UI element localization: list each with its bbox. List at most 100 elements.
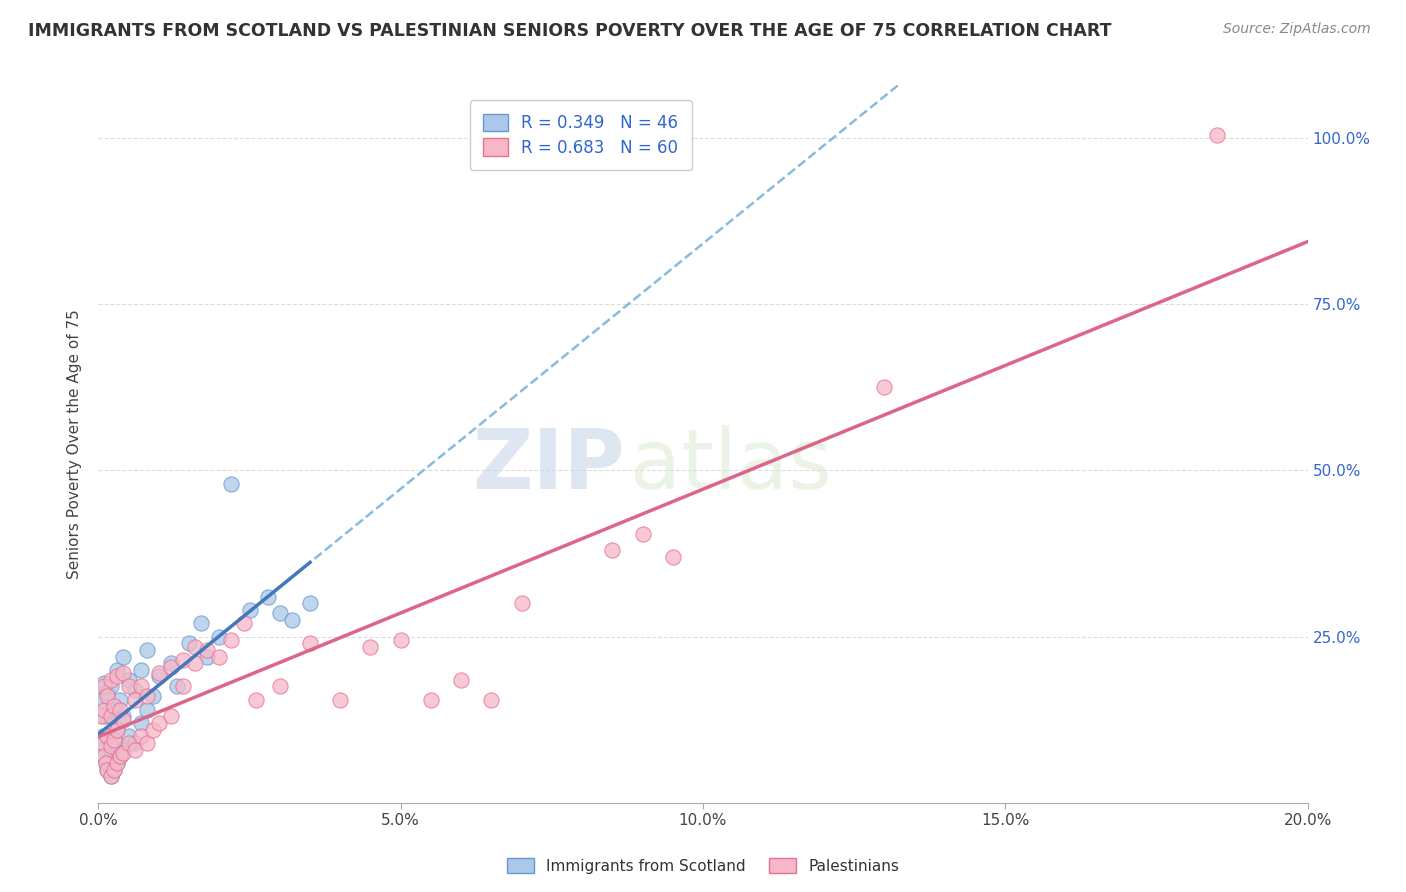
Point [172,653,194,667]
Point [148,669,170,683]
Point [111,746,134,760]
Point [129,680,152,694]
Point [148,666,170,681]
Point [160,656,183,670]
Point [873,380,896,394]
Point [108,749,131,764]
Point [118,673,141,687]
Point [108,749,131,764]
Point [105,663,128,677]
Text: Source: ZipAtlas.com: Source: ZipAtlas.com [1223,22,1371,37]
Point [129,663,152,677]
Point [90,709,112,723]
Point [166,680,188,694]
Point [269,680,291,694]
Point [172,680,194,694]
Point [1206,128,1229,142]
Point [135,703,157,717]
Point [105,756,128,770]
Point [148,716,170,731]
Point [105,723,128,737]
Point [103,699,125,714]
Point [190,616,212,631]
Point [129,729,152,743]
Point [118,680,141,694]
Point [105,756,128,770]
Point [221,632,243,647]
Point [118,736,141,750]
Point [195,643,218,657]
Point [208,630,231,644]
Point [481,692,503,706]
Point [90,692,112,706]
Point [93,709,115,723]
Point [100,739,122,754]
Point [179,636,201,650]
Text: atlas: atlas [630,425,832,506]
Point [450,673,472,687]
Point [111,666,134,681]
Point [160,659,183,673]
Point [96,686,118,700]
Point [93,749,115,764]
Point [124,682,146,697]
Point [111,713,134,727]
Point [124,742,146,756]
Point [91,729,114,743]
Point [105,723,128,737]
Point [100,769,122,783]
Legend: R = 0.349   N = 46, R = 0.683   N = 60: R = 0.349 N = 46, R = 0.683 N = 60 [470,100,692,169]
Point [129,716,152,731]
Point [135,643,157,657]
Point [94,756,117,770]
Point [100,709,122,723]
Point [118,729,141,743]
Point [111,649,134,664]
Point [142,723,165,737]
Point [269,607,291,621]
Point [91,736,114,750]
Y-axis label: Seniors Poverty Over the Age of 75: Seniors Poverty Over the Age of 75 [67,309,83,579]
Point [124,692,146,706]
Point [111,709,134,723]
Point [135,736,157,750]
Point [281,613,304,627]
Point [105,669,128,683]
Legend: Immigrants from Scotland, Palestinians: Immigrants from Scotland, Palestinians [501,852,905,880]
Point [100,680,122,694]
Point [93,703,115,717]
Point [96,763,118,777]
Point [602,543,624,558]
Point [103,736,125,750]
Text: ZIP: ZIP [472,425,624,506]
Point [96,763,118,777]
Point [360,640,382,654]
Point [103,763,125,777]
Point [420,692,443,706]
Point [100,742,122,756]
Point [108,703,131,717]
Point [96,729,118,743]
Point [124,736,146,750]
Point [299,636,322,650]
Point [100,769,122,783]
Point [221,476,243,491]
Point [93,676,115,690]
Point [96,690,118,704]
Point [94,756,117,770]
Point [103,703,125,717]
Point [184,640,207,654]
Point [160,709,183,723]
Point [103,732,125,747]
Point [184,656,207,670]
Point [245,692,267,706]
Point [661,549,683,564]
Point [93,680,115,694]
Point [195,649,218,664]
Point [96,729,118,743]
Point [111,742,134,756]
Point [93,742,115,756]
Point [142,690,165,704]
Point [631,526,654,541]
Point [389,632,412,647]
